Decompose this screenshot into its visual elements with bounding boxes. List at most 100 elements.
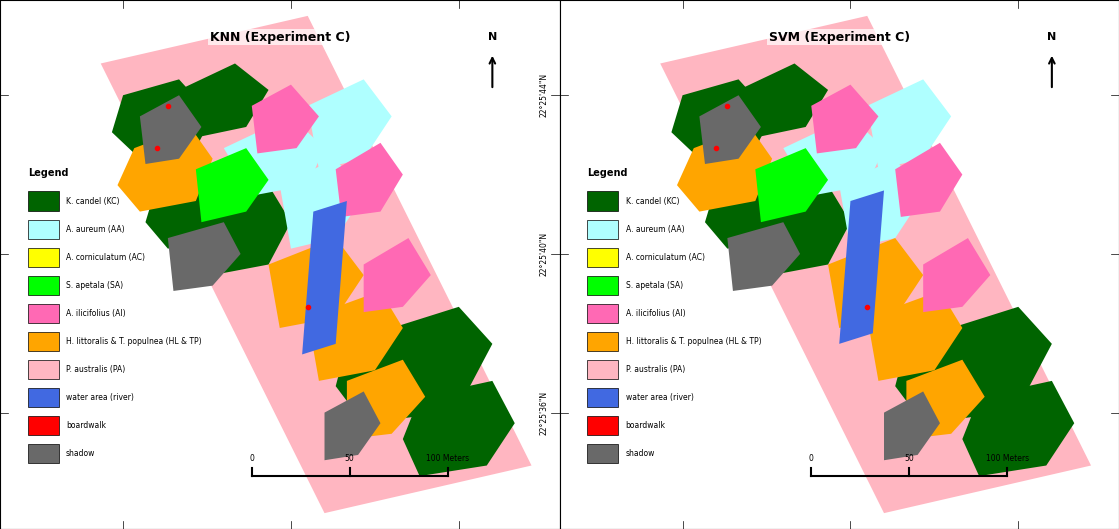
FancyBboxPatch shape [28,276,58,295]
Text: A. ilicifolius (AI): A. ilicifolius (AI) [66,308,125,318]
Text: H. littoralis & T. populnea (HL & TP): H. littoralis & T. populnea (HL & TP) [626,336,761,346]
Polygon shape [302,201,347,354]
Polygon shape [671,79,772,159]
FancyBboxPatch shape [28,304,58,323]
Text: 0: 0 [250,454,254,463]
Text: N: N [488,32,497,42]
Polygon shape [677,127,772,212]
Text: K. candel (KC): K. candel (KC) [626,196,679,206]
FancyBboxPatch shape [28,191,58,211]
Text: A. corniculatum (AC): A. corniculatum (AC) [66,252,145,262]
Text: H. littoralis & T. populnea (HL & TP): H. littoralis & T. populnea (HL & TP) [66,336,201,346]
Text: boardwalk: boardwalk [66,421,106,430]
FancyBboxPatch shape [28,248,58,267]
Polygon shape [727,63,828,138]
Polygon shape [839,159,923,249]
Polygon shape [895,317,1035,423]
Polygon shape [308,79,392,169]
Polygon shape [660,16,1091,513]
Text: 22°25'44"N: 22°25'44"N [539,73,548,117]
Polygon shape [811,85,878,153]
FancyBboxPatch shape [587,248,618,267]
Polygon shape [839,190,884,344]
Text: 50: 50 [345,454,355,463]
Text: 22°25'40"N: 22°25'40"N [539,232,548,276]
Polygon shape [196,148,269,222]
Polygon shape [112,79,213,159]
Polygon shape [117,127,213,212]
Polygon shape [727,222,800,291]
FancyBboxPatch shape [28,388,58,407]
Polygon shape [224,116,325,196]
Text: A. corniculatum (AC): A. corniculatum (AC) [626,252,705,262]
Polygon shape [705,169,811,249]
Polygon shape [308,291,403,381]
Polygon shape [145,169,252,249]
Polygon shape [347,360,425,439]
Text: A. aureum (AA): A. aureum (AA) [66,224,124,234]
FancyBboxPatch shape [28,220,58,239]
Polygon shape [895,143,962,217]
Text: boardwalk: boardwalk [626,421,666,430]
Polygon shape [403,381,515,476]
Polygon shape [783,116,884,196]
FancyBboxPatch shape [587,276,618,295]
Text: P. australis (PA): P. australis (PA) [626,364,685,374]
Polygon shape [269,238,364,328]
Polygon shape [196,185,291,275]
Polygon shape [336,143,403,217]
Polygon shape [923,238,990,312]
Text: K. candel (KC): K. candel (KC) [66,196,120,206]
Polygon shape [699,95,761,164]
Polygon shape [392,307,492,413]
FancyBboxPatch shape [28,444,58,463]
Text: N: N [1047,32,1056,42]
Text: 0: 0 [809,454,814,463]
Text: Legend: Legend [587,168,628,178]
Polygon shape [906,360,985,439]
FancyBboxPatch shape [587,332,618,351]
Polygon shape [364,238,431,312]
Text: S. apetala (SA): S. apetala (SA) [626,280,683,290]
Text: 100 Meters: 100 Meters [426,454,469,463]
Polygon shape [140,95,201,164]
Polygon shape [828,238,923,328]
FancyBboxPatch shape [587,191,618,211]
FancyBboxPatch shape [587,444,618,463]
Text: 50: 50 [904,454,914,463]
Text: P. australis (PA): P. australis (PA) [66,364,125,374]
Text: water area (river): water area (river) [626,393,694,402]
Text: 22°25'44"N: 22°25'44"N [571,73,580,117]
Polygon shape [101,16,532,513]
Polygon shape [325,391,380,460]
Text: 100 Meters: 100 Meters [986,454,1028,463]
FancyBboxPatch shape [587,304,618,323]
Polygon shape [951,307,1052,413]
Polygon shape [755,148,828,222]
Polygon shape [280,159,364,249]
Polygon shape [867,79,951,169]
Text: 22°25'36"N: 22°25'36"N [571,390,580,435]
Text: 22°25'40"N: 22°25'40"N [571,232,580,276]
Polygon shape [168,63,269,138]
Polygon shape [252,85,319,153]
FancyBboxPatch shape [587,388,618,407]
Polygon shape [168,222,241,291]
Text: A. ilicifolius (AI): A. ilicifolius (AI) [626,308,685,318]
FancyBboxPatch shape [587,360,618,379]
Text: 22°25'36"N: 22°25'36"N [539,390,548,435]
Text: A. aureum (AA): A. aureum (AA) [626,224,684,234]
FancyBboxPatch shape [587,220,618,239]
Text: shadow: shadow [626,449,655,458]
Text: KNN (Experiment C): KNN (Experiment C) [209,31,350,43]
FancyBboxPatch shape [28,360,58,379]
Text: SVM (Experiment C): SVM (Experiment C) [769,31,910,43]
FancyBboxPatch shape [28,416,58,435]
FancyBboxPatch shape [28,332,58,351]
Polygon shape [755,185,850,275]
Polygon shape [884,391,940,460]
Polygon shape [867,291,962,381]
Polygon shape [962,381,1074,476]
FancyBboxPatch shape [587,416,618,435]
Text: shadow: shadow [66,449,95,458]
